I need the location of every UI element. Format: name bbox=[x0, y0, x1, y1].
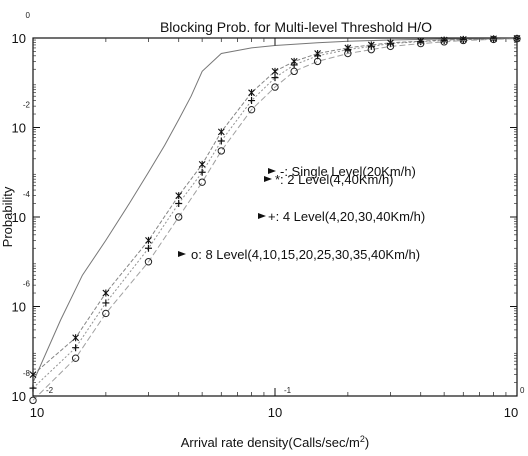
legend-marker bbox=[178, 251, 186, 257]
plot-area bbox=[32, 37, 518, 397]
data-point bbox=[144, 258, 153, 266]
data-point bbox=[29, 384, 37, 392]
data-point bbox=[72, 334, 80, 342]
data-point bbox=[145, 236, 152, 244]
data-point bbox=[386, 42, 395, 51]
legend-label: -: Single Level(20Km/h) bbox=[280, 164, 416, 179]
axis-ticks: 10 -2 10 -1 10 0 10 -8 10 -6 10 -4 10 -2 10 0 bbox=[12, 11, 525, 420]
y-tick-exponent: -8 bbox=[23, 369, 31, 378]
data-point bbox=[29, 396, 37, 405]
y-tick-label: 10 bbox=[12, 121, 26, 136]
data-point bbox=[344, 46, 352, 54]
data-point bbox=[459, 36, 468, 45]
data-point bbox=[102, 299, 110, 307]
series-line bbox=[32, 38, 518, 401]
legend-item: o: 8 Level(4,10,15,20,25,30,35,40Km/h) bbox=[178, 247, 420, 262]
data-point bbox=[217, 137, 225, 145]
data-point bbox=[367, 45, 376, 54]
series-line bbox=[32, 37, 518, 383]
data-point bbox=[248, 89, 255, 97]
data-point bbox=[72, 344, 80, 352]
data-point bbox=[102, 289, 110, 297]
legend-label: *: 2 Level(4,40Km/h) bbox=[275, 172, 394, 187]
series-line bbox=[32, 37, 518, 383]
y-tick-label: 10 bbox=[12, 389, 26, 404]
x-tick-exponent: -1 bbox=[284, 386, 292, 395]
y-tick-label: 10 bbox=[12, 210, 26, 225]
data-point bbox=[217, 147, 226, 155]
data-point bbox=[71, 354, 80, 362]
y-tick-label: 10 bbox=[12, 31, 26, 46]
data-point bbox=[271, 67, 279, 75]
data-point bbox=[102, 309, 110, 318]
x-tick-exponent: -2 bbox=[46, 386, 54, 395]
y-axis-label: Probability bbox=[0, 186, 15, 247]
legend-item: -: Single Level(20Km/h) bbox=[268, 164, 416, 179]
x-tick-label: 10 bbox=[30, 405, 44, 420]
x-axis-label: Arrival rate density(Calls/sec/m2) bbox=[181, 434, 370, 450]
x-tick-exponent: 0 bbox=[520, 386, 525, 395]
y-tick-exponent: -6 bbox=[23, 280, 31, 289]
data-point bbox=[489, 35, 498, 44]
x-axis-label-text: Arrival rate density(Calls/sec/m bbox=[181, 435, 360, 450]
data-point bbox=[313, 57, 322, 66]
data-point bbox=[440, 38, 448, 46]
data-point bbox=[248, 97, 256, 105]
data-point bbox=[217, 128, 225, 136]
legend-item: *: 2 Level(4,40Km/h) bbox=[264, 172, 394, 187]
legend-marker bbox=[268, 168, 276, 174]
data-point bbox=[247, 105, 256, 114]
data-point bbox=[198, 178, 206, 186]
data-point bbox=[290, 67, 298, 76]
data-point bbox=[175, 200, 183, 208]
data-point bbox=[271, 74, 279, 82]
data-point bbox=[144, 244, 152, 252]
x-axis-label-end: ) bbox=[365, 435, 369, 450]
y-tick-exponent: -4 bbox=[23, 190, 31, 199]
chart-title: Blocking Prob. for Multi-level Threshold… bbox=[160, 19, 432, 35]
y-tick-label: 10 bbox=[12, 300, 26, 315]
data-point bbox=[271, 83, 279, 91]
series-layer bbox=[29, 34, 521, 405]
legend-label: o: 8 Level(4,10,15,20,25,30,35,40Km/h) bbox=[191, 247, 420, 262]
legend-label: +: 4 Level(4,20,30,40Km/h) bbox=[268, 209, 425, 224]
data-point bbox=[344, 49, 352, 58]
data-point bbox=[290, 61, 298, 69]
y-tick-exponent: 0 bbox=[26, 11, 31, 20]
y-tick-exponent: -2 bbox=[23, 101, 31, 110]
x-axis-label-superscript: 2 bbox=[360, 434, 365, 444]
legend-marker bbox=[258, 213, 266, 219]
x-tick-label: 10 bbox=[268, 405, 282, 420]
data-point bbox=[198, 168, 206, 176]
data-point bbox=[29, 371, 37, 379]
series-circle bbox=[29, 34, 521, 405]
data-point bbox=[513, 34, 521, 42]
x-tick-label: 10 bbox=[504, 405, 518, 420]
data-point bbox=[513, 34, 521, 43]
legend: -: Single Level(20Km/h)*: 2 Level(4,40Km… bbox=[178, 164, 425, 262]
data-point bbox=[198, 160, 206, 168]
data-point bbox=[174, 213, 183, 221]
legend-item: +: 4 Level(4,20,30,40Km/h) bbox=[258, 209, 425, 224]
data-point bbox=[440, 36, 448, 44]
data-point bbox=[175, 192, 183, 200]
data-point bbox=[416, 39, 425, 48]
legend-marker bbox=[264, 176, 272, 182]
